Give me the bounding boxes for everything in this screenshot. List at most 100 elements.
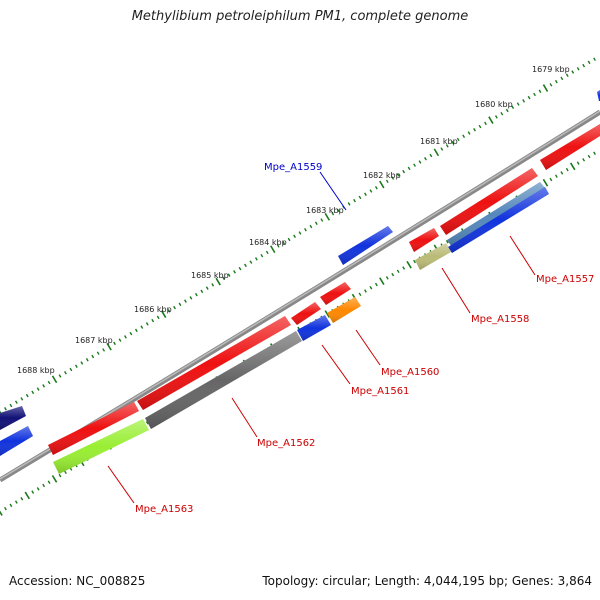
ruler-tick [538, 89, 542, 93]
ruler-tick [549, 177, 553, 182]
ruler-tick [488, 116, 494, 124]
ruler-tick [160, 310, 167, 318]
ruler-tick [14, 400, 18, 404]
ruler-tick [593, 57, 596, 61]
ruler-tick [576, 67, 580, 71]
ruler-tick [227, 273, 231, 277]
leader-mpe-a1561 [321, 344, 351, 385]
ruler-tick [418, 160, 422, 164]
gene-label-mpe-a1561[interactable]: Mpe_A1561 [351, 386, 409, 397]
ruler-tick [396, 269, 400, 274]
ruler-tick [565, 73, 569, 77]
kbp-label-1680: 1680 kbp [475, 100, 513, 109]
gene-label-mpe-a1560[interactable]: Mpe_A1560 [381, 367, 439, 378]
ruler-tick [222, 276, 226, 281]
leader-mpe-a1558 [441, 267, 471, 314]
accession-text: Accession: NC_008825 [9, 574, 146, 588]
ruler-tick [379, 180, 385, 189]
gene-label-mpe-a1563[interactable]: Mpe_A1563 [135, 504, 193, 515]
ruler-tick [14, 500, 18, 504]
ruler-tick [582, 158, 586, 162]
ruler-tick [494, 115, 498, 119]
ruler-tick [549, 83, 553, 87]
leader-mpe-a1562 [231, 397, 258, 438]
label-leaders [107, 171, 536, 504]
ruler-tick [484, 121, 487, 126]
ruler-tick [145, 421, 149, 425]
ruler-tick [374, 186, 378, 190]
ruler-tick [554, 174, 558, 178]
ruler-tick [269, 245, 276, 254]
kbp-labels: 1679 kbp 1680 kbp 1681 kbp 1682 kbp 1683… [17, 65, 570, 375]
ruler-tick [587, 60, 591, 65]
ruler-tick [467, 131, 471, 135]
ruler-tick [314, 221, 318, 226]
ruler-tick [9, 403, 13, 408]
ruler-tick [106, 342, 112, 351]
ruler-tick [527, 95, 531, 100]
ruler-tick [582, 63, 586, 68]
ruler-tick [413, 259, 416, 264]
ruler-tick [571, 70, 575, 74]
ruler-tick [20, 397, 24, 401]
ruler-tick [456, 137, 460, 142]
outer-ruler-ticks [0, 57, 596, 416]
ruler-tick [36, 487, 40, 491]
ruler-tick [260, 253, 264, 258]
ruler-tick [47, 480, 51, 484]
gene-label-mpe-a1557[interactable]: Mpe_A1557 [536, 274, 594, 285]
ruler-tick [20, 497, 24, 501]
map-title: Methylibium petroleiphilum PM1, complete… [131, 9, 469, 24]
ruler-tick [364, 192, 367, 196]
ruler-tick [440, 147, 444, 151]
ruler-tick [298, 231, 302, 235]
ruler-tick [500, 111, 504, 116]
ruler-tick [80, 361, 84, 365]
ruler-tick [74, 364, 78, 368]
ruler-tick [445, 144, 449, 148]
ruler-tick [36, 387, 40, 391]
ruler-tick [293, 234, 296, 238]
ruler-tick [58, 473, 62, 478]
ruler-tick [167, 309, 171, 313]
ruler-tick [215, 277, 221, 286]
ruler-tick [320, 218, 324, 222]
ruler-tick [265, 250, 269, 255]
kbp-label-1687: 1687 kbp [75, 336, 113, 345]
gene-label-mpe-a1559[interactable]: Mpe_A1559 [264, 162, 322, 173]
ruler-tick [134, 328, 138, 333]
leader-mpe-a1559 [319, 171, 347, 211]
ruler-tick [173, 305, 176, 310]
ruler-tick [238, 266, 242, 271]
ruler-tick [358, 292, 362, 297]
ruler-tick [178, 302, 182, 307]
ruler-tick [522, 99, 526, 103]
ruler-tick [156, 315, 160, 320]
ruler-tick [304, 228, 307, 232]
ruler-tick [140, 325, 144, 329]
ruler-tick [211, 283, 215, 287]
ruler-tick [249, 260, 253, 264]
ruler-tick [145, 322, 149, 326]
kbp-label-1688: 1688 kbp [17, 366, 55, 375]
ruler-tick [554, 79, 558, 84]
ruler-tick [194, 292, 198, 297]
kbp-label-1685: 1685 kbp [191, 271, 229, 280]
ruler-tick [51, 475, 58, 483]
kbp-label-1684: 1684 kbp [249, 238, 287, 247]
ruler-tick [385, 276, 389, 280]
gene-labels: Mpe_A1557 Mpe_A1558 Mpe_A1559 Mpe_A1560 … [135, 162, 594, 515]
ruler-tick [560, 76, 564, 81]
gene-label-mpe-a1558[interactable]: Mpe_A1558 [471, 314, 529, 325]
ruler-tick [424, 157, 427, 161]
ruler-tick [396, 173, 400, 177]
gene-label-mpe-a1562[interactable]: Mpe_A1562 [257, 438, 315, 449]
ruler-tick [254, 257, 258, 261]
ruler-tick [64, 470, 67, 475]
ruler-tick [47, 380, 51, 385]
ruler-tick [569, 162, 576, 171]
ruler-tick [0, 510, 3, 516]
ruler-tick [324, 310, 331, 318]
ruler-tick [42, 384, 46, 388]
